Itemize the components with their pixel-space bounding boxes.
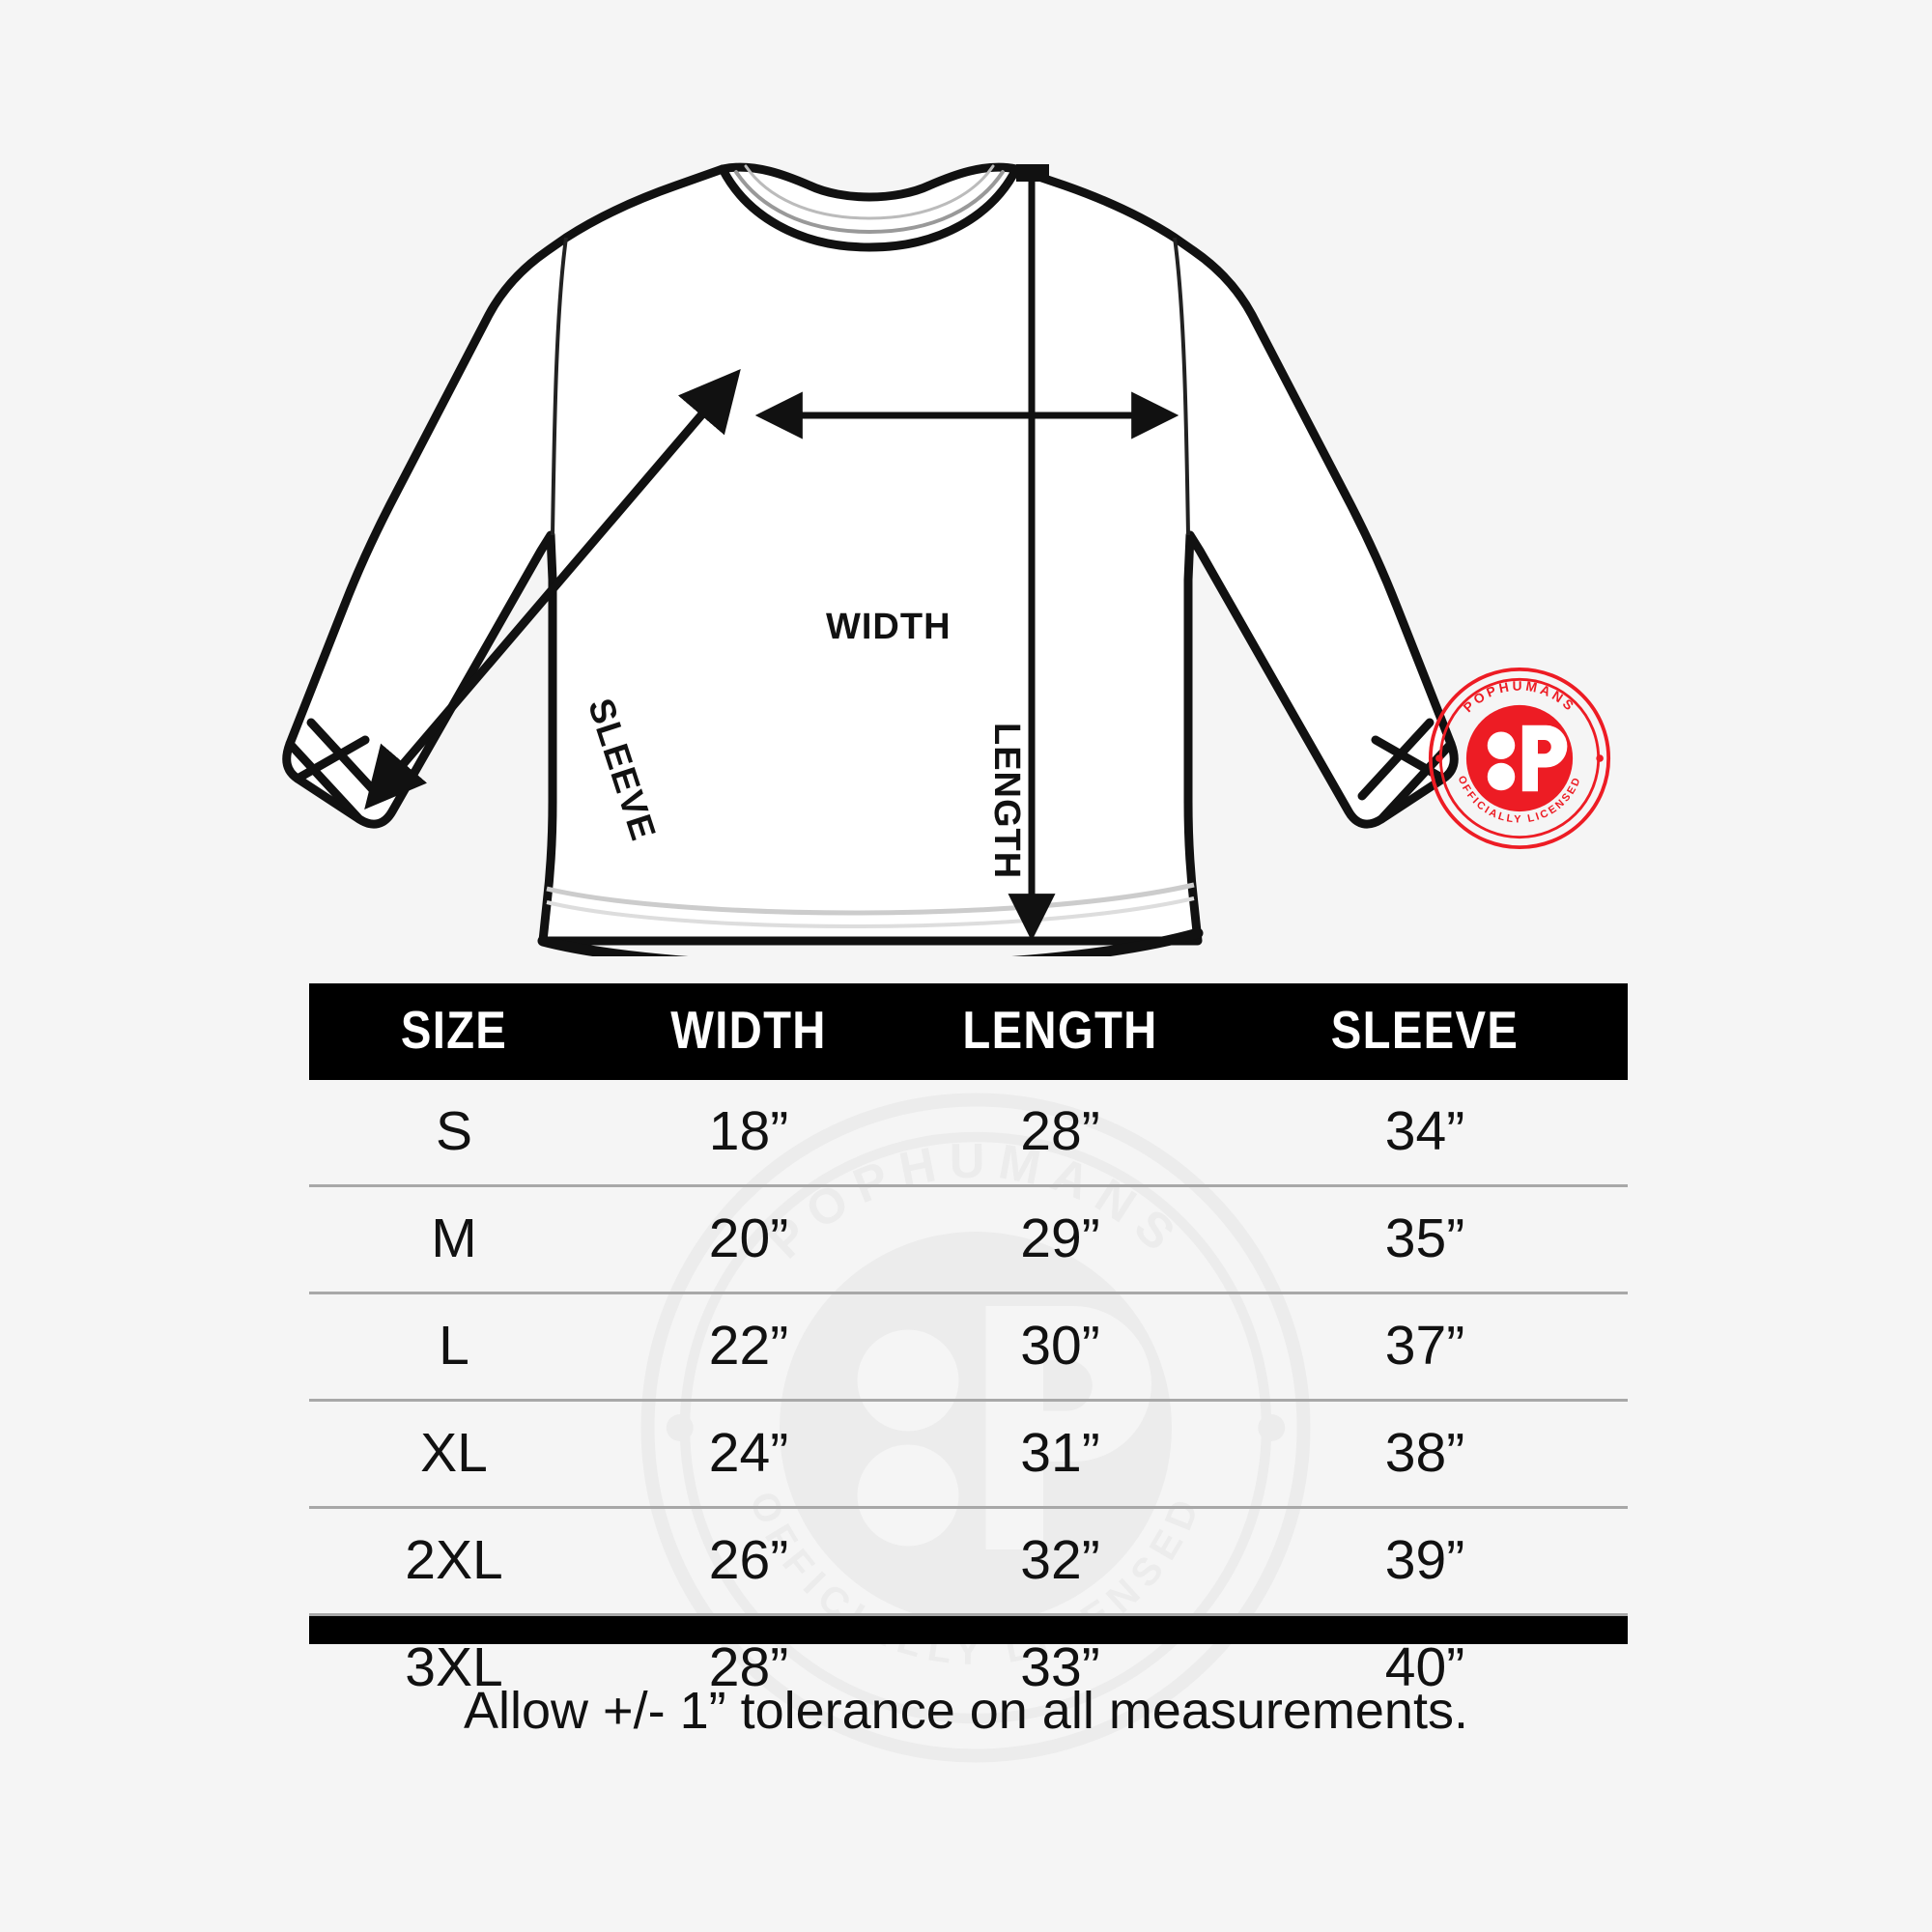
hem-edge xyxy=(537,927,1204,956)
cell-length: 33” xyxy=(1020,1636,1100,1698)
length-label: LENGTH xyxy=(986,723,1027,880)
cuff-right-edge xyxy=(1357,718,1435,801)
badge-dot-lower xyxy=(1487,762,1516,791)
column-header-size: SIZE xyxy=(329,983,579,1080)
table-row: L 22” 30” 37” xyxy=(309,1293,1628,1402)
cell-length: 28” xyxy=(898,1080,1222,1187)
badge-side-dot-left xyxy=(1435,754,1443,762)
width-label: WIDTH xyxy=(826,607,952,647)
cell-length: 30” xyxy=(898,1293,1222,1402)
size-chart-table: SIZE WIDTH LENGTH SLEEVE S 18” 28” 34” M… xyxy=(309,983,1628,1720)
column-header-width: WIDTH xyxy=(619,983,878,1080)
cell-width: 28” xyxy=(708,1636,789,1698)
table-row: M 20” 29” 35” xyxy=(309,1185,1628,1294)
cell-width: 20” xyxy=(599,1185,898,1294)
badge-outer-ring xyxy=(1428,667,1611,850)
cell-sleeve: 34” xyxy=(1222,1080,1628,1187)
sleeve-measure-arrow xyxy=(364,369,741,810)
hem-inner-line-2 xyxy=(546,896,1195,928)
table-row: 3XL 28” 33” 40” xyxy=(309,1615,1628,1721)
cell-sleeve: 35” xyxy=(1222,1185,1628,1294)
cuff-left xyxy=(285,735,370,824)
cell-width: 22” xyxy=(599,1293,898,1402)
cell-sleeve: 39” xyxy=(1222,1507,1628,1616)
hem-inner-line xyxy=(546,882,1195,916)
cell-length: 29” xyxy=(898,1185,1222,1294)
column-header-sleeve: SLEEVE xyxy=(1250,983,1600,1080)
pophumans-official-badge: POPHUMANS OFFICIALLY LICENSED xyxy=(1428,667,1611,850)
badge-dot-upper xyxy=(1487,731,1516,759)
size-table-header-row: SIZE WIDTH LENGTH SLEEVE xyxy=(309,983,1628,1080)
table-row: 2XL 26” 32” 39” xyxy=(309,1507,1628,1616)
collar-outer xyxy=(718,164,1021,252)
cell-size: M xyxy=(309,1185,599,1294)
armhole-seam-right xyxy=(1173,237,1190,536)
cell-width: 26” xyxy=(599,1507,898,1616)
tolerance-note: Allow +/- 1” tolerance on all measuremen… xyxy=(464,1682,1468,1740)
size-table-body: S 18” 28” 34” M 20” 29” 35” L 22” 30” 37… xyxy=(309,1080,1628,1720)
cell-width: 18” xyxy=(599,1080,898,1187)
badge-letter-p xyxy=(1521,724,1568,792)
cell-size: L xyxy=(309,1293,599,1402)
cell-length: 32” xyxy=(898,1507,1222,1616)
cell-width: 24” xyxy=(599,1400,898,1509)
cell-sleeve: 40” xyxy=(1384,1636,1465,1698)
cell-sleeve: 38” xyxy=(1222,1400,1628,1509)
collar-inner-rib xyxy=(734,170,1005,235)
long-sleeve-shirt-illustration xyxy=(282,162,1459,956)
cell-length: 31” xyxy=(898,1400,1222,1509)
cell-size: 3XL xyxy=(405,1636,503,1698)
cell-size: 2XL xyxy=(309,1507,599,1616)
table-row: S 18” 28” 34” xyxy=(309,1080,1628,1187)
cell-size: XL xyxy=(309,1400,599,1509)
cell-size: S xyxy=(309,1080,599,1187)
size-table-head: SIZE WIDTH LENGTH SLEEVE xyxy=(309,983,1628,1080)
table-row: XL 24” 31” 38” xyxy=(309,1400,1628,1509)
table-footer-bar xyxy=(309,1615,1628,1644)
badge-side-dot-right xyxy=(1596,754,1604,762)
collar-inner-rib-2 xyxy=(744,164,995,220)
column-header-length: LENGTH xyxy=(921,983,1200,1080)
size-table-container: SIZE WIDTH LENGTH SLEEVE S 18” 28” 34” M… xyxy=(309,983,1628,1720)
cell-sleeve: 37” xyxy=(1222,1293,1628,1402)
length-measure-anchor xyxy=(1016,164,1049,182)
garment-diagram: WIDTH LENGTH SLEEVE xyxy=(0,126,1932,956)
